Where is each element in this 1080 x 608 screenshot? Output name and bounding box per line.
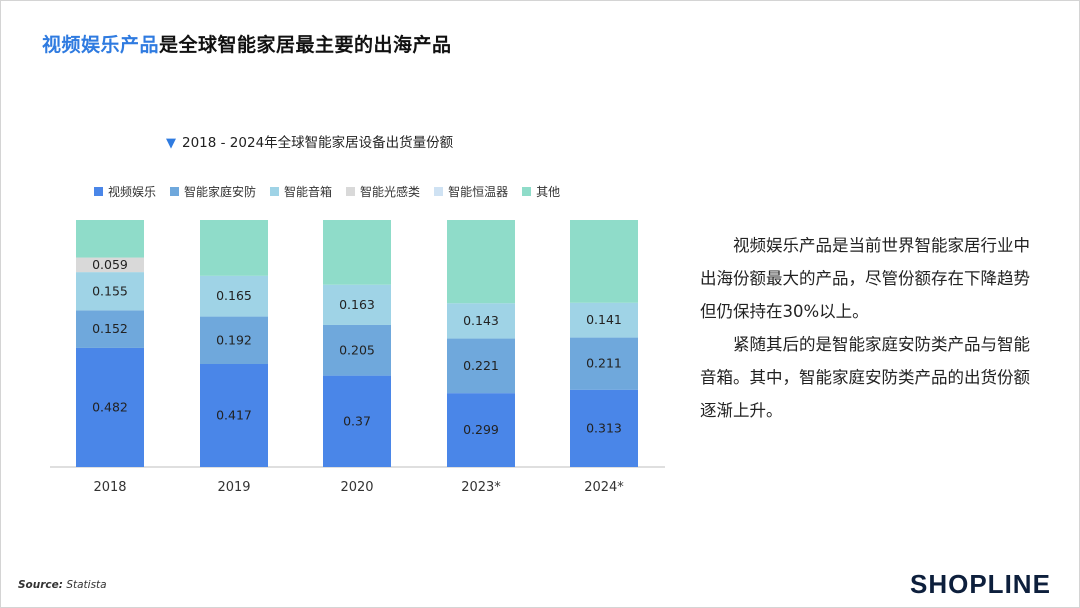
bar-segment (570, 337, 638, 390)
bar-segment (447, 338, 515, 394)
bar-segment (570, 389, 638, 467)
data-label: 0.299 (463, 422, 499, 437)
x-tick-label: 2019 (217, 480, 250, 495)
bar-segment-other (570, 220, 638, 303)
bar-segment (323, 324, 391, 376)
bar-segment-other (76, 220, 144, 258)
data-label: 0.482 (92, 399, 128, 414)
bar-segment (76, 310, 144, 348)
bar-segment (200, 275, 268, 317)
x-tick-label: 2018 (93, 480, 126, 495)
bar-segment-other (200, 220, 268, 276)
bar-segment-other (447, 220, 515, 304)
legend-label: 视频娱乐 (108, 185, 157, 199)
title-rest: 是全球智能家居最主要的出海产品 (159, 34, 452, 56)
shopline-logo: SHOPLINE (910, 569, 1051, 599)
bar-segment (323, 375, 391, 467)
data-label: 0.192 (216, 332, 252, 347)
legend-label: 智能光感类 (360, 185, 421, 199)
bar-segment (76, 272, 144, 311)
legend-swatch (270, 187, 280, 196)
chart-title: ▼ 2018 - 2024年全球智能家居设备出货量份额 (166, 131, 453, 151)
chart-legend: 视频娱乐 智能家庭安防 智能音箱 智能光感类 智能恒温器 其他 (94, 183, 560, 200)
bar-segment (323, 284, 391, 325)
bar-segment (570, 302, 638, 338)
bar-segment-other (323, 220, 391, 285)
data-label: 0.059 (92, 257, 128, 272)
bar-segment (447, 393, 515, 467)
legend-swatch (170, 187, 180, 196)
description-text: 视频娱乐产品是当前世界智能家居行业中出海份额最大的产品，尽管份额存在下降趋势但仍… (700, 229, 1045, 427)
legend-swatch (94, 187, 103, 196)
bar-segment (200, 364, 268, 467)
description-paragraph-2: 紧随其后的是智能家庭安防类产品与智能音箱。其中，智能家庭安防类产品的出货份额逐渐… (700, 335, 1030, 420)
bar-segment (76, 347, 144, 467)
bar-segment (200, 316, 268, 365)
x-tick-label: 2023* (461, 480, 501, 495)
legend-label: 智能恒温器 (448, 185, 509, 199)
legend-swatch (434, 187, 444, 196)
legend-item: 其他 (522, 183, 560, 200)
triangle-down-icon: ▼ (166, 136, 176, 151)
data-label: 0.313 (586, 420, 622, 435)
data-label: 0.143 (463, 313, 499, 328)
legend-swatch (522, 187, 532, 196)
legend-item: 智能家庭安防 (170, 183, 256, 200)
data-label: 0.205 (339, 342, 375, 357)
description-paragraph-1: 视频娱乐产品是当前世界智能家居行业中出海份额最大的产品，尽管份额存在下降趋势但仍… (700, 236, 1030, 321)
legend-label: 其他 (536, 185, 561, 199)
data-label: 0.37 (343, 413, 371, 428)
legend-item: 视频娱乐 (94, 183, 156, 200)
source-note: Source: Statista (18, 579, 107, 591)
x-tick-label: 2020 (340, 480, 373, 495)
data-label: 0.417 (216, 408, 252, 423)
source-value: Statista (66, 579, 107, 591)
data-label: 0.163 (339, 297, 375, 312)
legend-swatch (346, 187, 356, 196)
legend-item: 智能恒温器 (434, 183, 508, 200)
bar-segment (447, 303, 515, 339)
data-label: 0.211 (586, 356, 622, 371)
legend-label: 智能音箱 (284, 185, 333, 199)
data-label: 0.165 (216, 288, 252, 303)
data-label: 0.155 (92, 283, 128, 298)
legend-item: 智能光感类 (346, 183, 420, 200)
page-title: 视频娱乐产品是全球智能家居最主要的出海产品 (42, 30, 452, 57)
source-label: Source: (18, 579, 63, 591)
x-tick-label: 2024* (584, 480, 624, 495)
data-label: 0.152 (92, 321, 128, 336)
data-label: 0.141 (586, 312, 622, 327)
legend-item: 智能音箱 (270, 183, 332, 200)
stacked-bar-chart: 0.482 0.152 0.155 0.059 2018 0.417 0.192 0.165 2… (50, 220, 665, 495)
bar-segment (76, 257, 144, 273)
data-label: 0.221 (463, 358, 499, 373)
legend-label: 智能家庭安防 (184, 185, 257, 199)
title-highlight: 视频娱乐产品 (42, 34, 160, 56)
chart-title-text: 2018 - 2024年全球智能家居设备出货量份额 (182, 135, 454, 151)
